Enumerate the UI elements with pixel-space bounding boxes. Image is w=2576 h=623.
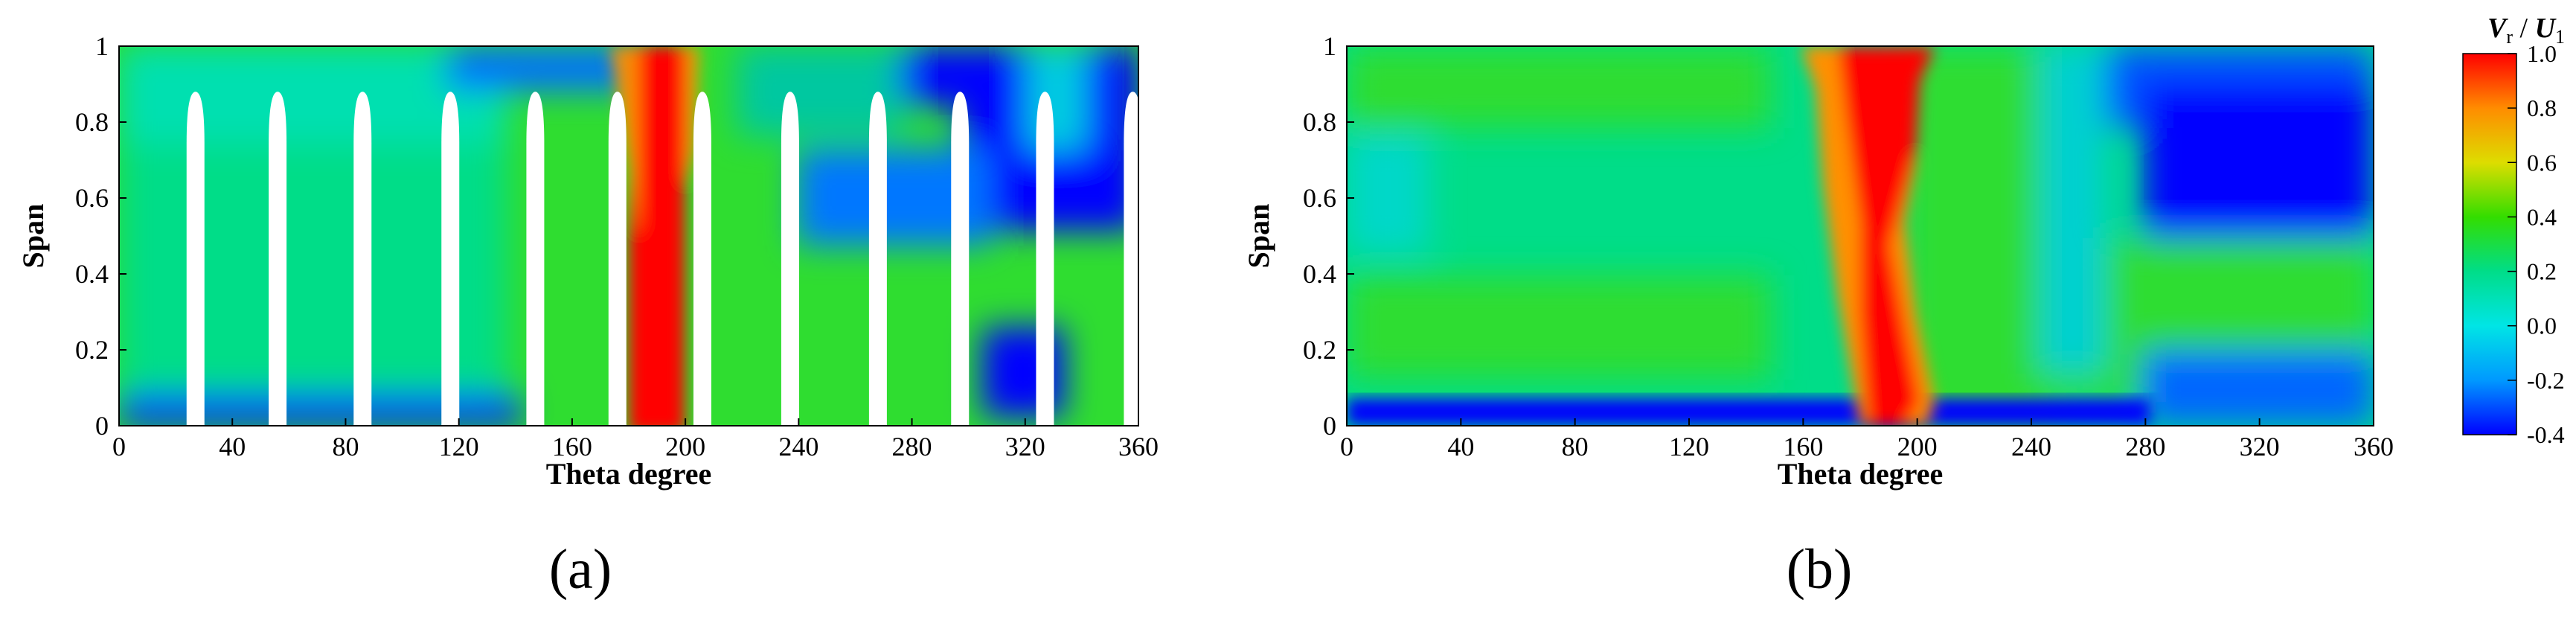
colorbar-tick-label: 0.8 [2527, 95, 2557, 121]
x-tick-label: 240 [778, 432, 818, 461]
y-tick-label: 0.2 [75, 335, 109, 365]
x-axis-label: Theta degree [1778, 457, 1944, 491]
x-axis-label: Theta degree [546, 457, 712, 491]
x-tick-label: 200 [665, 432, 705, 461]
x-tick-label: 160 [1783, 432, 1823, 461]
chart-panel-a: 0 40 80 120 160 200 240 280 320 360 0 0.2 0.4 0.6 0.8 1… [16, 31, 1159, 601]
colorbar-tick-label: 0.2 [2527, 258, 2557, 285]
x-tick-label: 360 [2354, 432, 2394, 461]
y-tick-label: 0 [95, 411, 109, 441]
blade-shape [1036, 92, 1054, 426]
colorbar-title-v: V [2487, 13, 2508, 44]
x-tick-label: 160 [552, 432, 592, 461]
y-tick-label: 0 [1323, 411, 1336, 441]
panel-label-b: (b) [1787, 538, 1853, 601]
y-tick-label: 0.8 [75, 107, 109, 137]
blade-shape [353, 92, 372, 426]
x-tick-label: 240 [2011, 432, 2051, 461]
x-tick-label: 80 [332, 432, 359, 461]
heatmap-field-a [119, 46, 1138, 426]
blade-shape [868, 92, 887, 426]
axis-ticks-a: 0 40 80 120 160 200 240 280 320 360 0 0.2 0.4 0.6 0.8 1 [75, 31, 1159, 461]
y-axis-label: Span [1242, 204, 1275, 269]
blade-shape [781, 92, 799, 426]
blade-shape [608, 92, 627, 426]
blade-shape [269, 92, 287, 426]
blade-shape [441, 92, 460, 426]
y-tick-label: 0.6 [75, 183, 109, 213]
colorbar-tick-label: -0.2 [2527, 367, 2565, 394]
blade-shape [186, 92, 205, 426]
blade-shape [693, 92, 711, 426]
colorbar: Vr / U1 1.0 0.8 0.6 0.4 0.2 0.0 -0.2 -0.4 [2462, 13, 2565, 448]
y-axis-label: Span [16, 204, 50, 269]
colorbar-title-slash: / [2513, 13, 2535, 44]
chart-panel-b: 0 40 80 120 160 200 240 280 320 360 0 0.2 0.4 0.6 0.8 1… [1242, 31, 2394, 601]
colorbar-tick-label: -0.4 [2527, 421, 2565, 448]
colorbar-title: Vr / U1 [2487, 13, 2565, 48]
x-tick-label: 280 [892, 432, 932, 461]
panel-label-a: (a) [549, 538, 612, 601]
y-tick-label: 0.8 [1303, 107, 1336, 137]
y-tick-label: 1 [95, 31, 109, 61]
x-tick-label: 0 [1340, 432, 1353, 461]
colorbar-title-sub-1: 1 [2555, 26, 2565, 48]
y-tick-label: 0.4 [1303, 259, 1336, 289]
blade-shape [1124, 92, 1138, 426]
x-tick-label: 280 [2125, 432, 2165, 461]
y-tick-label: 0.4 [75, 259, 109, 289]
y-tick-label: 0.6 [1303, 183, 1336, 213]
colorbar-title-u: U [2535, 13, 2557, 44]
heatmap-field-b [1347, 46, 2374, 426]
x-tick-label: 120 [439, 432, 479, 461]
colorbar-tick-label: 0.0 [2527, 313, 2557, 339]
x-tick-label: 80 [1562, 432, 1589, 461]
axis-ticks-b: 0 40 80 120 160 200 240 280 320 360 0 0.2 0.4 0.6 0.8 1 [1303, 31, 2394, 461]
x-tick-label: 360 [1118, 432, 1159, 461]
colorbar-tick-label: 0.4 [2527, 203, 2557, 230]
y-tick-label: 1 [1323, 31, 1336, 61]
colorbar-gradient [2462, 53, 2517, 435]
x-tick-label: 40 [219, 432, 246, 461]
colorbar-tick-label: 1.0 [2527, 40, 2557, 67]
x-tick-label: 320 [1005, 432, 1045, 461]
blade-shape [951, 92, 970, 426]
colorbar-tick-label: 0.6 [2527, 149, 2557, 176]
colorbar-title-sub-r: r [2506, 26, 2513, 48]
x-tick-label: 0 [112, 432, 126, 461]
x-tick-label: 200 [1897, 432, 1938, 461]
colorbar-ticks: 1.0 0.8 0.6 0.4 0.2 0.0 -0.2 -0.4 [2508, 40, 2565, 448]
blade-group [186, 92, 1138, 426]
x-tick-label: 40 [1447, 432, 1474, 461]
blade-shape [526, 92, 545, 426]
x-tick-label: 120 [1669, 432, 1709, 461]
y-tick-label: 0.2 [1303, 335, 1336, 365]
x-tick-label: 320 [2240, 432, 2280, 461]
